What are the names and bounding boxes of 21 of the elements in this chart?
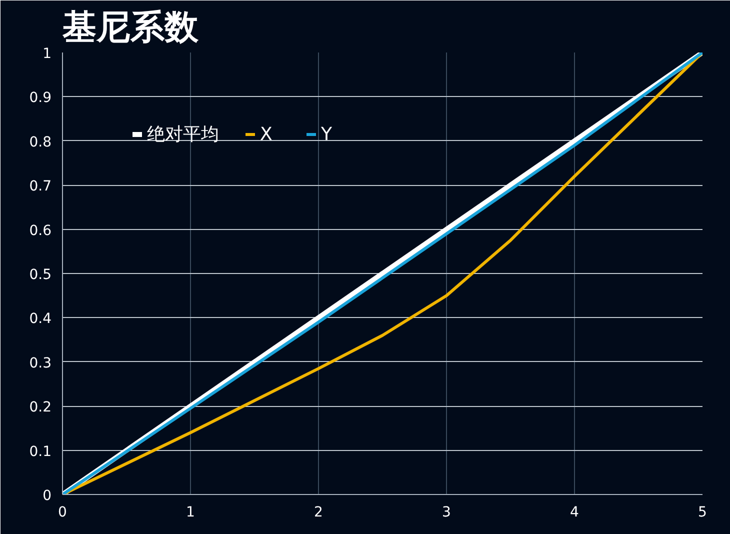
- y-tick-label: 0.8: [29, 134, 52, 150]
- y-tick-label: 0.4: [29, 311, 52, 328]
- y-tick-label: 0.1: [29, 444, 52, 460]
- y-tick-label: 0: [42, 488, 52, 504]
- x-tick-label: 5: [698, 504, 707, 520]
- x-tick-label: 3: [442, 504, 451, 520]
- y-tick-label: 1: [42, 46, 52, 62]
- legend-label: 绝对平均: [147, 123, 219, 146]
- x-tick-label: 0: [58, 504, 67, 520]
- y-tick-label: 0.2: [29, 400, 52, 416]
- y-tick-label: 0.3: [29, 355, 52, 372]
- legend-label: Y: [321, 124, 333, 144]
- y-tick-label: 0.5: [29, 267, 52, 283]
- x-tick-label: 1: [186, 504, 195, 520]
- x-tick-label: 2: [314, 504, 323, 520]
- y-tick-label: 0.6: [29, 222, 52, 239]
- y-tick-label: 0.9: [29, 90, 52, 106]
- chart-title: 基尼系数: [62, 8, 200, 48]
- legend-label: X: [260, 124, 274, 144]
- y-tick-label: 0.7: [29, 178, 52, 195]
- x-tick-label: 4: [570, 504, 580, 520]
